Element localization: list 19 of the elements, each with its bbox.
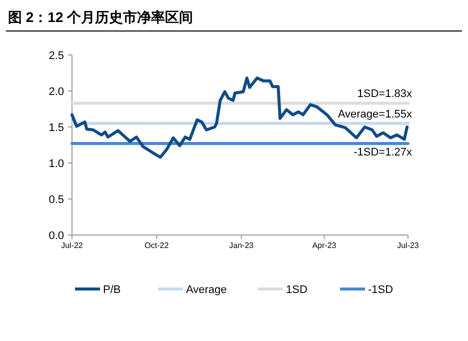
y-tick-label: 2.0 [48, 86, 64, 98]
annotation: 1SD=1.83x [357, 88, 412, 100]
annotation: Average=1.55x [338, 108, 412, 120]
legend-label: 1SD [286, 284, 308, 296]
x-tick-label: Jul-23 [397, 241, 420, 250]
legend-label: P/B [103, 284, 121, 296]
legend-label: Average [186, 284, 227, 296]
y-tick-label: 1.5 [48, 122, 64, 134]
x-tick-label: Oct-22 [144, 241, 170, 250]
y-tick-label: 0.5 [48, 194, 64, 206]
annotation: -1SD=1.27x [354, 146, 412, 159]
title: 图 2：12 个月历史市净率区间 [8, 9, 194, 25]
x-tick-label: Jan-23 [229, 241, 254, 250]
y-tick-label: 0.0 [48, 230, 64, 242]
y-tick-label: 2.5 [48, 50, 64, 62]
y-tick-label: 1.0 [48, 158, 64, 170]
legend-label: -1SD [368, 284, 394, 296]
x-tick-label: Apr-23 [312, 241, 337, 250]
x-tick-label: Jul-22 [61, 241, 84, 250]
